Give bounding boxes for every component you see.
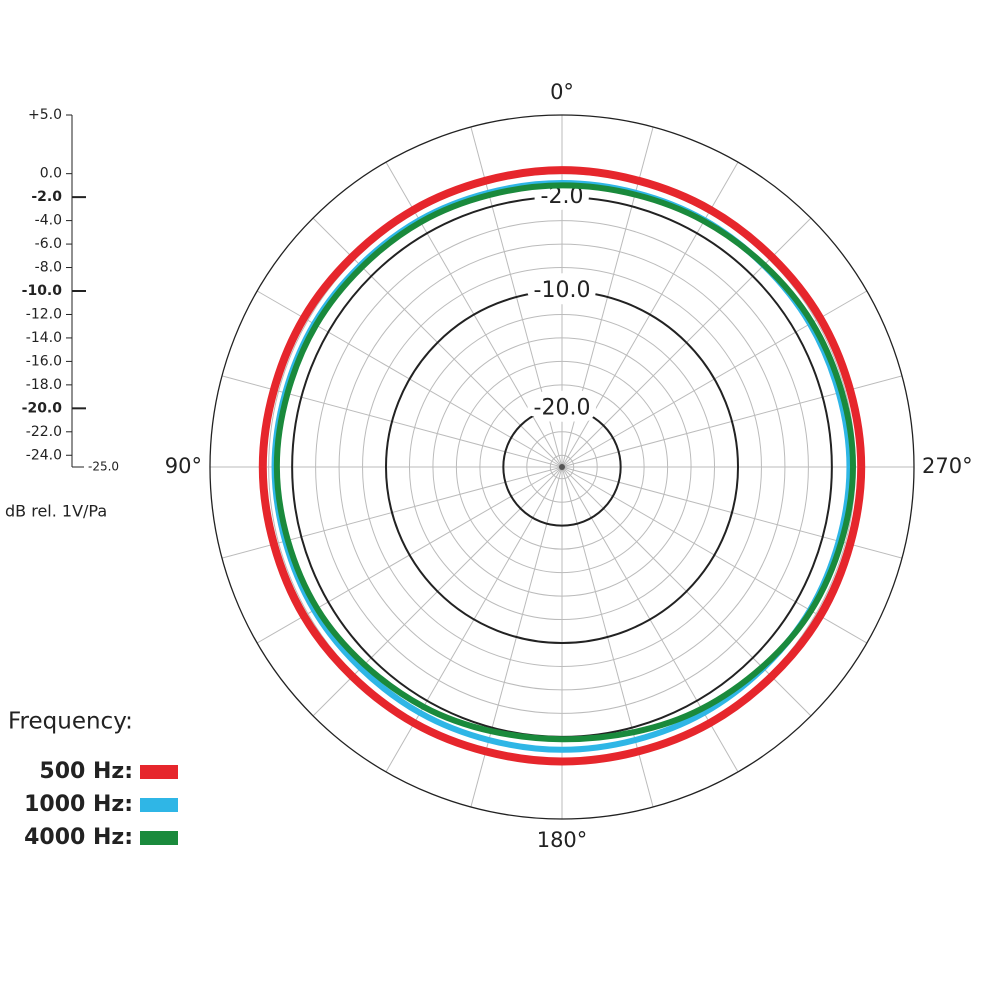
y-tick-label: -4.0 — [35, 213, 62, 229]
center-dot — [559, 464, 565, 470]
grid-circle — [209, 114, 915, 820]
y-axis-label: dB rel. 1V/Pa — [5, 502, 107, 521]
grid-circle — [526, 431, 598, 503]
y-tick-label: -2.0 — [31, 189, 62, 205]
ring-label: -10.0 — [534, 278, 591, 303]
y-tick-label: -18.0 — [26, 377, 62, 393]
legend-swatch — [140, 798, 178, 812]
legend-label: 500 Hz: — [39, 759, 133, 784]
major-grid-circle — [385, 290, 739, 644]
legend-swatch — [140, 831, 178, 845]
angle-label: 270° — [922, 454, 973, 478]
grid-circle — [432, 337, 692, 597]
y-tick-label: -6.0 — [35, 236, 62, 252]
grid-circle — [362, 267, 762, 667]
grid-circle — [338, 243, 786, 691]
legend-title: Frequency: — [8, 709, 133, 735]
angle-label: 0° — [550, 80, 574, 104]
legend-label: 4000 Hz: — [24, 825, 133, 850]
y-tick-label: -16.0 — [26, 353, 62, 369]
y-tick-label: -10.0 — [22, 283, 63, 299]
ring-label: -20.0 — [534, 395, 591, 420]
y-tick-label: -8.0 — [35, 260, 62, 276]
y-tick-label: 0.0 — [40, 166, 62, 182]
legend-label: 1000 Hz: — [24, 792, 133, 817]
y-tick-label: -22.0 — [26, 424, 62, 440]
grid-circle — [315, 220, 809, 714]
series-line — [273, 182, 856, 743]
y-tick-label: -12.0 — [26, 306, 62, 322]
angle-label: 90° — [165, 454, 202, 478]
grid-circle — [455, 360, 669, 574]
legend-swatch — [140, 765, 178, 779]
y-tick-label: -20.0 — [22, 400, 63, 416]
y-tick-label: -14.0 — [26, 330, 62, 346]
series-line — [258, 166, 866, 766]
angle-label: 180° — [537, 828, 588, 852]
grid-circle — [408, 313, 716, 621]
grid-circle — [479, 384, 645, 550]
grid-circle — [549, 454, 575, 480]
y-tick-label: -24.0 — [26, 447, 62, 463]
major-grid-circle — [502, 407, 622, 527]
y-tick-label: -25.0 — [88, 460, 119, 474]
y-tick-label: +5.0 — [28, 107, 62, 123]
